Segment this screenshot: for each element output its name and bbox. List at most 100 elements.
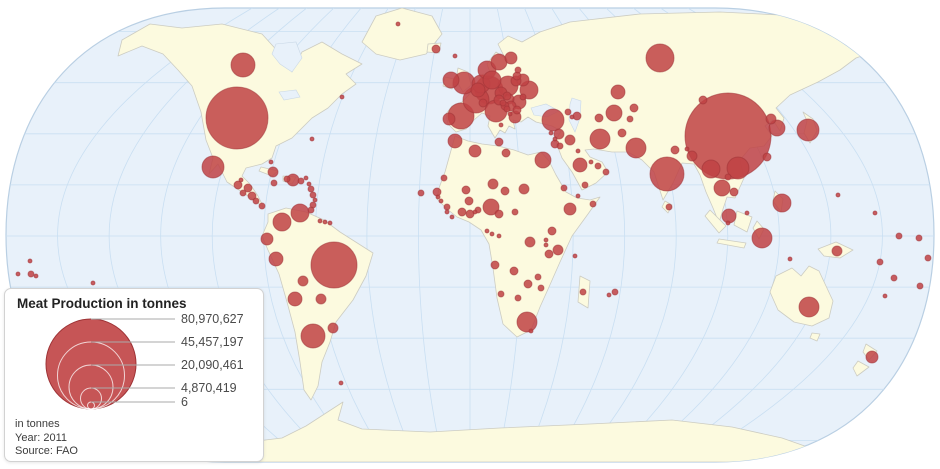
- bubble-jordan[interactable]: [556, 142, 564, 150]
- bubble-ivory-coast[interactable]: [457, 207, 467, 217]
- bubble-hawaii-2[interactable]: [15, 271, 21, 277]
- bubble-uae[interactable]: [594, 162, 602, 170]
- bubble-iran[interactable]: [589, 128, 611, 150]
- bubble-pacific-2[interactable]: [872, 210, 878, 216]
- bubble-philippines[interactable]: [772, 193, 792, 213]
- bubble-pakistan[interactable]: [625, 137, 647, 159]
- bubble-comoros[interactable]: [572, 253, 578, 259]
- bubble-puerto-rico[interactable]: [297, 177, 305, 185]
- bubble-russia[interactable]: [645, 43, 675, 73]
- bubble-oman[interactable]: [602, 168, 610, 176]
- bubble-turkey[interactable]: [541, 108, 565, 132]
- bubble-armenia[interactable]: [569, 114, 575, 120]
- bubble-reunion[interactable]: [606, 292, 612, 298]
- bubble-equatorial-guinea[interactable]: [484, 228, 490, 234]
- bubble-finland[interactable]: [504, 51, 518, 65]
- bubble-zimbabwe[interactable]: [523, 279, 533, 289]
- bubble-pacific-4[interactable]: [915, 234, 923, 242]
- bubble-turkmenistan[interactable]: [594, 113, 604, 123]
- bubble-ecuador[interactable]: [260, 232, 274, 246]
- bubble-faroe-islands[interactable]: [452, 53, 458, 59]
- bubble-guinea[interactable]: [443, 203, 451, 211]
- bubble-honduras[interactable]: [243, 183, 253, 193]
- bubble-morocco[interactable]: [447, 133, 463, 149]
- bubble-qatar[interactable]: [588, 159, 594, 165]
- bubble-bulgaria[interactable]: [512, 105, 522, 115]
- bubble-liberia[interactable]: [449, 214, 455, 220]
- bubble-guinea-bissau[interactable]: [438, 198, 444, 204]
- bubble-rwanda[interactable]: [543, 237, 549, 243]
- bubble-mauritius[interactable]: [611, 288, 619, 296]
- bubble-sudan[interactable]: [518, 183, 530, 195]
- bubble-guatemala[interactable]: [233, 180, 243, 190]
- bubble-slovakia[interactable]: [502, 91, 512, 101]
- bubble-south-africa[interactable]: [516, 311, 538, 333]
- bubble-egypt[interactable]: [534, 151, 552, 169]
- bubble-fiji[interactable]: [890, 274, 898, 282]
- bubble-laos[interactable]: [724, 173, 732, 181]
- bubble-french-guiana[interactable]: [327, 220, 333, 226]
- bubble-eritrea[interactable]: [560, 184, 568, 192]
- bubble-cape-verde[interactable]: [417, 189, 425, 197]
- bubble-antilles-4[interactable]: [309, 191, 317, 199]
- bubble-cambodia[interactable]: [729, 187, 739, 197]
- bubble-niger[interactable]: [487, 178, 499, 190]
- bubble-chile[interactable]: [287, 291, 303, 307]
- bubble-north-korea[interactable]: [765, 113, 777, 125]
- bubble-togo[interactable]: [472, 209, 478, 215]
- bubble-india[interactable]: [649, 156, 685, 192]
- bubble-albania[interactable]: [507, 111, 513, 117]
- bubble-cameroon[interactable]: [494, 209, 504, 219]
- bubble-venezuela[interactable]: [290, 203, 310, 223]
- bubble-angola[interactable]: [490, 260, 500, 270]
- bubble-kyrgyzstan[interactable]: [629, 103, 639, 113]
- bubble-madagascar[interactable]: [579, 288, 587, 296]
- bubble-usa[interactable]: [205, 86, 269, 150]
- bubble-taiwan[interactable]: [762, 152, 772, 162]
- bubble-mauritania[interactable]: [440, 174, 448, 182]
- bubble-antilles-2[interactable]: [306, 181, 312, 187]
- bubble-nicaragua[interactable]: [247, 191, 257, 201]
- bubble-kuwait[interactable]: [575, 148, 581, 154]
- bubble-panama[interactable]: [258, 202, 266, 210]
- bubble-hawaii-4[interactable]: [33, 273, 39, 279]
- bubble-timor[interactable]: [787, 256, 793, 262]
- bubble-iraq[interactable]: [564, 134, 576, 146]
- bubble-paraguay[interactable]: [315, 293, 327, 305]
- bubble-saudi-arabia[interactable]: [572, 157, 588, 173]
- bubble-uruguay[interactable]: [327, 322, 339, 334]
- bubble-denmark[interactable]: [482, 70, 502, 90]
- bubble-congo[interactable]: [496, 233, 502, 239]
- bubble-hawaii-1[interactable]: [27, 258, 33, 264]
- bubble-greenland[interactable]: [395, 21, 401, 27]
- bubble-dr-congo[interactable]: [524, 236, 536, 248]
- bubble-canada[interactable]: [230, 52, 256, 78]
- bubble-bhutan[interactable]: [684, 146, 690, 152]
- bubble-tanzania[interactable]: [544, 249, 554, 259]
- bubble-solomon-islands[interactable]: [876, 258, 884, 266]
- bubble-cyprus[interactable]: [548, 130, 554, 136]
- bubble-indonesia[interactable]: [751, 227, 773, 249]
- bubble-cuba[interactable]: [267, 166, 279, 178]
- bubble-sierra-leone[interactable]: [444, 209, 450, 215]
- bubble-georgia[interactable]: [564, 108, 572, 116]
- bubble-suriname[interactable]: [322, 219, 328, 225]
- bubble-tajikistan[interactable]: [626, 115, 634, 123]
- bubble-bolivia[interactable]: [297, 275, 309, 287]
- bubble-kiribati[interactable]: [90, 280, 96, 286]
- bubble-malawi[interactable]: [534, 273, 542, 281]
- bubble-japan[interactable]: [796, 118, 820, 142]
- bubble-pacific-3[interactable]: [895, 232, 903, 240]
- bubble-belize[interactable]: [238, 177, 244, 183]
- bubble-nepal[interactable]: [670, 145, 680, 155]
- bubble-sri-lanka[interactable]: [665, 203, 673, 211]
- bubble-belgium[interactable]: [470, 82, 486, 98]
- bubble-brunei[interactable]: [744, 210, 750, 216]
- bubble-uzbekistan[interactable]: [605, 104, 623, 122]
- bubble-mongolia[interactable]: [698, 95, 708, 105]
- bubble-iceland[interactable]: [431, 44, 441, 54]
- bubble-antilles-1[interactable]: [303, 175, 309, 181]
- bubble-el-salvador[interactable]: [239, 189, 247, 197]
- bubble-burkina-faso[interactable]: [464, 196, 474, 206]
- bubble-chad[interactable]: [500, 186, 510, 196]
